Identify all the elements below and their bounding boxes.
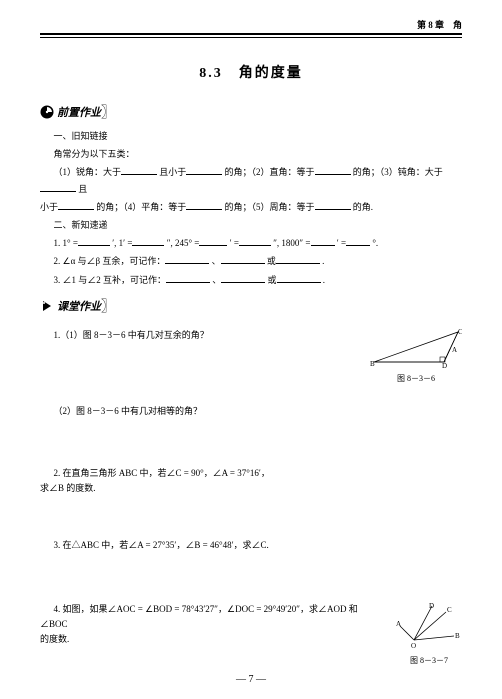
header-rule [40, 37, 462, 38]
svg-text:C: C [447, 606, 452, 614]
preclass-icon [40, 105, 54, 119]
section-preclass: 前置作业〗 [40, 102, 462, 122]
sub1: 一、旧知链接 [40, 128, 462, 144]
figure-8-3-7: O A B C D 图 8－3－7 [396, 602, 462, 666]
svg-text:C: C [458, 328, 462, 336]
question-3: 3. 在△ABC 中，若∠A = 27°35′，∠B = 46°48′，求∠C. [40, 538, 462, 580]
section-inclass: 课堂作业〗 [40, 296, 462, 316]
svg-text:D: D [442, 362, 447, 368]
svg-text:O: O [411, 642, 416, 650]
d1: 1. 1° = ′, 1′ = ″, 245° = ′ = ″, 1800″ =… [40, 235, 462, 251]
figure-8-3-6: B C D A 图 8－3－6 [370, 328, 462, 384]
line1: 角常分为以下五类： [40, 146, 462, 162]
question-4: 4. 如图，如果∠AOC = ∠BOD = 78°43′27″，∠DOC = 2… [40, 602, 462, 662]
svg-text:B: B [370, 360, 375, 368]
svg-text:D: D [429, 602, 434, 610]
svg-text:A: A [452, 346, 457, 354]
d2: 2. ∠α 与∠β 互余，可记作： 、 或 . [40, 253, 462, 269]
inclass-icon [40, 299, 54, 313]
page-title: 8.3 角的度量 [40, 62, 462, 82]
question-2: 2. 在直角三角形 ABC 中，若∠C = 90°，∠A = 37°16′， 求… [40, 466, 462, 516]
svg-text:A: A [396, 620, 401, 628]
sub2: 二、新知速递 [40, 217, 462, 233]
line2: （1）锐角：大于 且小于 的角；（2）直角：等于 的角；（3）钝角：大于 且 [40, 164, 462, 196]
inclass-label: 课堂作业 [57, 298, 101, 314]
question-1-2: （2）图 8－3－6 中有几对相等的角？ [40, 404, 462, 444]
bracket-icon: 〗 [101, 296, 115, 316]
preclass-label: 前置作业 [57, 104, 101, 120]
page-number: — 7 — [0, 674, 502, 685]
chapter-header: 第 8 章 角 [40, 18, 462, 35]
line3: 小于 的角；（4）平角：等于 的角；（5）周角：等于 的角. [40, 199, 462, 215]
bracket-icon: 〗 [101, 102, 115, 122]
svg-text:B: B [455, 632, 460, 640]
question-1-1: 1.（1）图 8－3－6 中有几对互余的角？ B C D A 图 8－3－6 [40, 328, 462, 382]
d3: 3. ∠1 与∠2 互补，可记作： 、 或 . [40, 272, 462, 288]
